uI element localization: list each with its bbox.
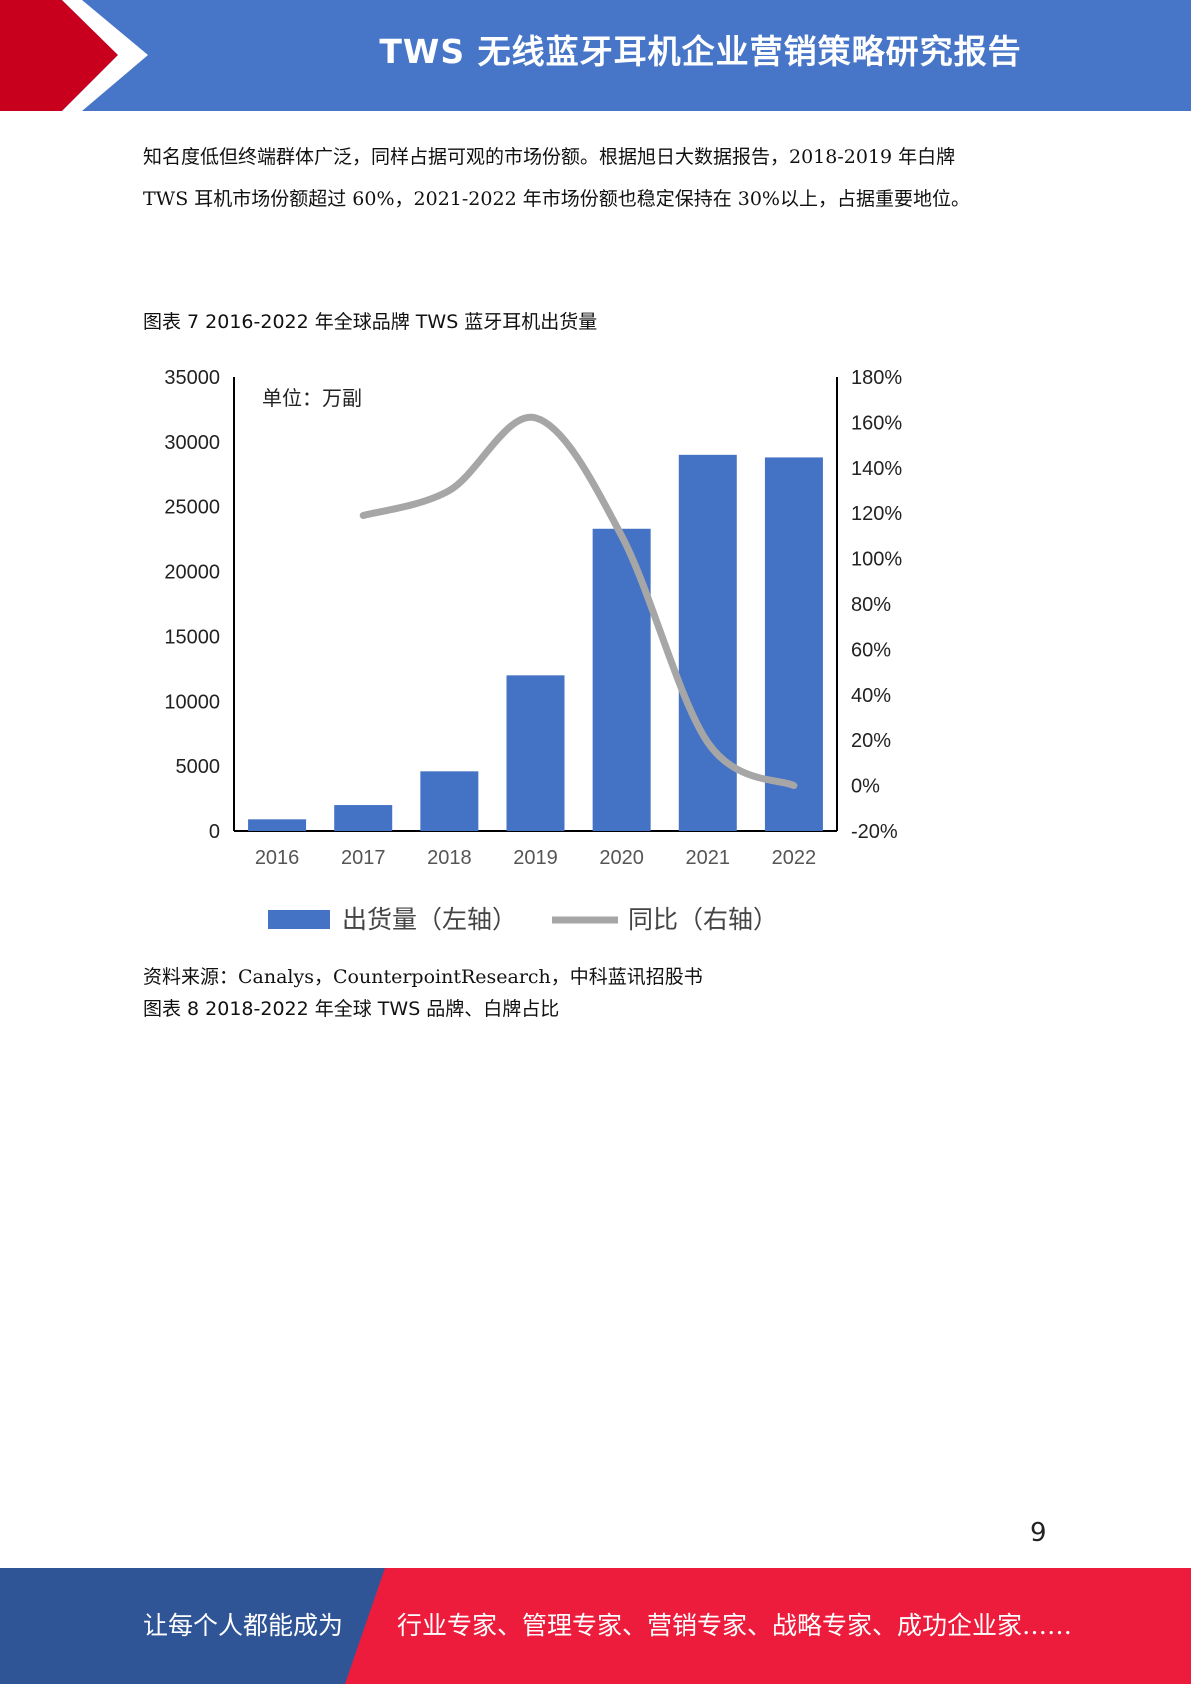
- x-axis-tick-label: 2020: [599, 847, 644, 869]
- x-axis-tick-label: 2016: [255, 847, 299, 869]
- x-axis-tick-label: 2022: [772, 847, 817, 869]
- legend-bar-label: 出货量（左轴）: [342, 905, 517, 934]
- left-axis-tick-label: 25000: [164, 497, 220, 519]
- bar: [506, 675, 565, 831]
- right-axis-tick-label: -20%: [851, 821, 898, 843]
- footer-background: [0, 1568, 1191, 1684]
- bar: [678, 454, 737, 831]
- left-axis-tick-label: 30000: [164, 432, 220, 454]
- right-axis-tick-label: 80%: [851, 594, 891, 616]
- bar: [334, 805, 393, 831]
- footer-slogan-left: 让每个人都能成为: [143, 1611, 344, 1640]
- right-axis-tick-label: 40%: [851, 685, 891, 707]
- right-axis-tick-label: 20%: [851, 730, 891, 752]
- figure-8-caption: 图表 8 2018-2022 年全球 TWS 品牌、白牌占比: [143, 998, 560, 1020]
- right-axis-tick-label: 60%: [851, 639, 891, 661]
- figure-7-caption: 图表 7 2016-2022 年全球品牌 TWS 蓝牙耳机出货量: [143, 311, 598, 333]
- legend-bar-swatch: [268, 910, 330, 929]
- bar: [764, 457, 823, 831]
- left-axis-tick-label: 5000: [176, 756, 221, 778]
- body-paragraph: 知名度低但终端群体广泛，同样占据可观的市场份额。根据旭日大数据报告，2018-2…: [143, 136, 1063, 220]
- right-axis-tick-label: 160%: [851, 412, 902, 434]
- page-number: 9: [1030, 1518, 1047, 1548]
- yoy-growth-line: [359, 413, 798, 790]
- header-bar: TWS 无线蓝牙耳机企业营销策略研究报告: [0, 0, 1191, 111]
- right-axis-tick-label: 0%: [851, 776, 880, 798]
- x-axis-tick-label: 2017: [341, 847, 386, 869]
- left-axis-tick-label: 0: [209, 821, 220, 843]
- report-title: TWS 无线蓝牙耳机企业营销策略研究报告: [379, 32, 1022, 71]
- legend-line-label: 同比（右轴）: [628, 905, 778, 934]
- left-axis-tick-label: 15000: [164, 626, 220, 648]
- x-axis-tick-label: 2021: [686, 847, 731, 869]
- x-axis-tick-label: 2019: [513, 847, 558, 869]
- x-axis-tick-label: 2018: [427, 847, 472, 869]
- right-axis-tick-label: 100%: [851, 549, 902, 571]
- right-axis-tick-label: 140%: [851, 458, 902, 480]
- source-note: 资料来源：Canalys，CounterpointResearch，中科蓝讯招股…: [143, 966, 703, 988]
- left-axis-tick-label: 35000: [164, 367, 220, 389]
- left-axis-tick-label: 10000: [164, 691, 220, 713]
- left-axis-tick-label: 20000: [164, 562, 220, 584]
- shipment-chart: 35000 30000 25000 20000 15000 10000 5000 0 180% 1…: [164, 367, 902, 934]
- right-axis-tick-label: 120%: [851, 503, 902, 525]
- footer-slogan-right: 行业专家、管理专家、营销专家、战略专家、成功企业家……: [397, 1611, 1073, 1640]
- unit-annotation: 单位：万副: [262, 386, 362, 410]
- bar: [248, 819, 307, 831]
- footer-bar: 让每个人都能成为 行业专家、管理专家、营销专家、战略专家、成功企业家……: [0, 1568, 1191, 1684]
- header-arrow-decoration: [0, 0, 148, 111]
- paragraph-line: 知名度低但终端群体广泛，同样占据可观的市场份额。根据旭日大数据报告，2018-2…: [143, 146, 956, 168]
- paragraph-line: TWS 耳机市场份额超过 60%，2021-2022 年市场份额也稳定保持在 3…: [143, 188, 970, 210]
- bar: [420, 771, 479, 831]
- right-axis-tick-label: 180%: [851, 367, 902, 389]
